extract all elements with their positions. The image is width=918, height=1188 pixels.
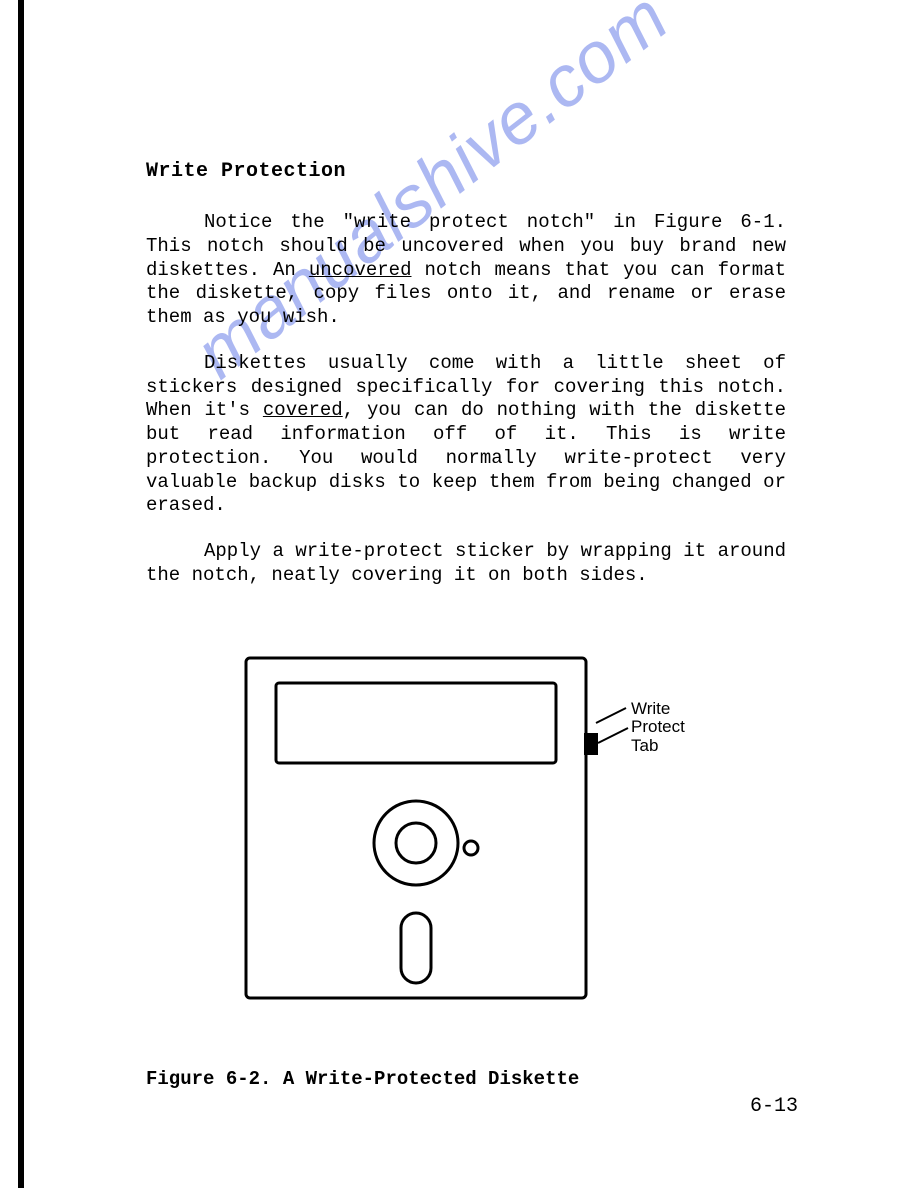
paragraph-2: Diskettes usually come with a little she… — [146, 352, 786, 518]
figure-caption: Figure 6-2. A Write-Protected Diskette — [146, 1068, 786, 1090]
callout-line-1 — [596, 708, 626, 723]
figure-title: A Write-Protected Diskette — [271, 1068, 579, 1090]
page-number: 6-13 — [750, 1095, 798, 1118]
hub-ring-inner — [396, 823, 436, 863]
paragraph-3: Apply a write-protect sticker by wrappin… — [146, 540, 786, 588]
hub-ring-outer — [374, 801, 458, 885]
callout-line1-text: Write — [631, 700, 685, 719]
callout-line3-text: Tab — [631, 737, 685, 756]
head-slot — [401, 913, 431, 983]
figure-number: Figure 6-2. — [146, 1068, 271, 1090]
p2-underline-1: covered — [263, 399, 343, 421]
diskette-outline — [246, 658, 586, 998]
callout-line-2 — [598, 728, 628, 743]
figure-6-2: Write Protect Tab — [146, 648, 786, 1028]
callout-label: Write Protect Tab — [631, 700, 685, 756]
p1-underline-1: uncovered — [309, 259, 412, 281]
diskette-svg — [146, 648, 786, 1018]
paragraph-1: Notice the "write protect notch" in Figu… — [146, 211, 786, 330]
callout-line2-text: Protect — [631, 718, 685, 737]
diskette-label-area — [276, 683, 556, 763]
section-heading: Write Protection — [146, 160, 786, 183]
left-margin-bar — [18, 0, 24, 1188]
index-hole — [464, 841, 478, 855]
write-protect-tab — [584, 733, 598, 755]
page-content: Write Protection Notice the "write prote… — [146, 160, 786, 1090]
